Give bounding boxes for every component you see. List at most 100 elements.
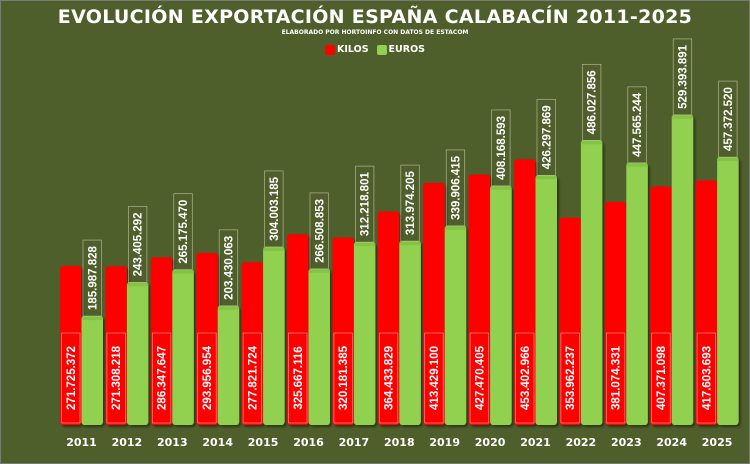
- data-label-kilos: 320.181.385: [338, 345, 350, 410]
- data-label-kilos: 381.074.331: [611, 345, 623, 410]
- label-box-euros-2015: [264, 170, 284, 248]
- label-box-euros-2025: [718, 80, 738, 158]
- bar-euros-cap-2015: [263, 246, 285, 251]
- bar-euros-cap-2017: [353, 242, 376, 247]
- bar-euros-cap-2025: [717, 157, 739, 162]
- bar-euros-cap-2018: [399, 241, 421, 246]
- x-tick-label: 2012: [112, 436, 143, 449]
- data-label-kilos: 427.470.405: [474, 345, 486, 410]
- x-tick-label: 2022: [566, 436, 597, 449]
- label-box-kilos-2018: [378, 332, 399, 424]
- x-tick-label: 2021: [520, 436, 551, 449]
- x-tick-label: 2020: [475, 436, 506, 449]
- data-label-euros: 447.565.244: [632, 92, 644, 157]
- data-label-euros: 312.218.801: [360, 172, 372, 237]
- label-box-kilos-2025: [696, 332, 716, 424]
- data-label-euros: 426.297.869: [541, 105, 553, 169]
- label-box-euros-2014: [218, 229, 239, 307]
- bar-euros-2021: [535, 175, 557, 425]
- bar-kilos-2023: [604, 201, 627, 425]
- bar-kilos-2025: [695, 180, 718, 425]
- data-label-kilos: 277.821.724: [247, 345, 259, 410]
- label-box-euros-2019: [445, 149, 466, 227]
- label-box-euros-2020: [491, 109, 511, 187]
- bar-euros-2020: [490, 185, 512, 425]
- data-label-euros: 486.027.856: [587, 70, 599, 134]
- label-box-kilos-2020: [469, 332, 489, 424]
- x-tick-label: 2023: [611, 436, 642, 449]
- bar-kilos-2016: [287, 234, 309, 425]
- bar-euros-2023: [626, 162, 648, 425]
- data-label-kilos: 293.956.954: [202, 345, 214, 410]
- data-label-kilos: 286.347.647: [157, 346, 169, 410]
- bar-kilos-2019: [423, 182, 445, 425]
- legend-item-kilos: KILOS: [325, 44, 369, 55]
- bar-euros-2011: [81, 316, 103, 425]
- label-box-kilos-2016: [288, 332, 308, 424]
- label-box-kilos-2012: [106, 332, 126, 424]
- label-box-euros-2011: [82, 239, 102, 317]
- data-label-euros: 529.393.891: [677, 44, 689, 109]
- data-label-euros: 265.175.470: [178, 200, 190, 264]
- data-label-euros: 313.974.205: [405, 171, 417, 236]
- bar-kilos-2012: [105, 266, 127, 425]
- x-tick-label: 2011: [66, 436, 97, 449]
- label-box-kilos-2022: [560, 332, 580, 424]
- data-label-euros: 203.430.063: [223, 236, 235, 300]
- bar-euros-2019: [444, 225, 467, 425]
- data-label-kilos: 353.962.237: [565, 346, 577, 410]
- bar-euros-cap-2022: [580, 140, 603, 145]
- x-tick-label: 2014: [202, 436, 233, 449]
- chart-title: EVOLUCIÓN EXPORTACIÓN ESPAÑA CALABACÍN 2…: [57, 6, 693, 28]
- label-box-kilos-2015: [242, 332, 262, 424]
- data-label-euros: 243.405.292: [133, 212, 145, 276]
- bar-euros-2012: [126, 282, 149, 425]
- bar-kilos-2024: [650, 186, 672, 425]
- label-box-euros-2013: [173, 193, 193, 271]
- bar-kilos-2015: [241, 262, 264, 425]
- legend-label-euros: EUROS: [388, 44, 425, 55]
- bar-euros-2015: [263, 246, 285, 425]
- data-label-euros: 304.003.185: [269, 176, 281, 241]
- bar-kilos-2018: [377, 211, 400, 425]
- label-box-kilos-2011: [61, 332, 81, 424]
- bar-kilos-2011: [60, 265, 82, 425]
- data-label-kilos: 417.603.693: [701, 346, 713, 410]
- x-tick-label: 2019: [429, 436, 460, 449]
- bar-euros-cap-2019: [444, 225, 467, 230]
- label-box-kilos-2013: [151, 332, 172, 424]
- bar-euros-2016: [308, 268, 330, 425]
- bar-euros-cap-2024: [671, 114, 694, 119]
- label-box-kilos-2014: [197, 332, 217, 424]
- data-label-kilos: 271.725.372: [66, 346, 78, 410]
- data-label-euros: 266.508.853: [314, 199, 326, 263]
- x-tick-label: 2015: [248, 436, 279, 449]
- bar-kilos-2014: [196, 252, 218, 425]
- x-tick-label: 2018: [384, 436, 415, 449]
- bar-euros-cap-2013: [172, 269, 194, 274]
- bar-kilos-2013: [150, 257, 173, 425]
- label-box-kilos-2021: [515, 332, 535, 424]
- bar-euros-cap-2023: [626, 162, 648, 167]
- legend-swatch-kilos: [325, 44, 336, 55]
- bar-kilos-2022: [559, 217, 581, 425]
- data-label-kilos: 271.308.218: [111, 345, 123, 410]
- data-label-euros: 457.372.520: [723, 87, 735, 151]
- label-box-euros-2017: [355, 165, 375, 243]
- legend: KILOS EUROS: [0, 44, 750, 55]
- label-box-kilos-2024: [651, 332, 671, 424]
- bar-euros-cap-2011: [81, 316, 103, 321]
- label-box-euros-2021: [536, 98, 556, 176]
- data-label-kilos: 364.433.829: [384, 346, 396, 410]
- legend-label-kilos: KILOS: [337, 44, 369, 55]
- data-label-kilos: 407.371.098: [656, 345, 668, 410]
- bar-kilos-2020: [468, 174, 491, 425]
- bar-euros-cap-2020: [490, 185, 512, 190]
- data-label-euros: 185.987.828: [87, 245, 99, 310]
- bar-euros-cap-2012: [126, 282, 149, 287]
- bar-kilos-2021: [514, 159, 536, 425]
- bar-euros-2024: [671, 114, 694, 425]
- x-tick-label: 2016: [293, 436, 324, 449]
- label-box-euros-2023: [627, 86, 647, 164]
- label-box-euros-2024: [672, 38, 693, 116]
